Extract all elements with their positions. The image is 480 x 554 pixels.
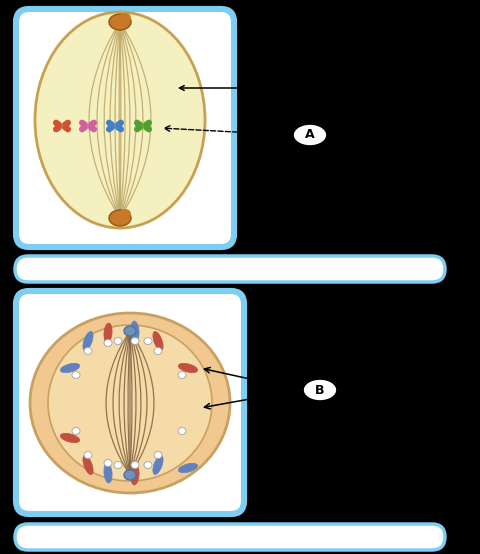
Text: B: B [315, 383, 325, 397]
Text: Spindle fibres: Spindle fibres [180, 81, 378, 95]
FancyBboxPatch shape [15, 8, 235, 248]
Ellipse shape [144, 337, 152, 345]
Ellipse shape [114, 461, 122, 469]
Ellipse shape [30, 313, 230, 493]
Ellipse shape [72, 428, 80, 434]
Ellipse shape [131, 465, 139, 485]
Ellipse shape [178, 428, 186, 434]
FancyBboxPatch shape [18, 11, 232, 245]
Ellipse shape [119, 13, 131, 23]
Ellipse shape [83, 455, 93, 474]
Ellipse shape [48, 325, 212, 481]
Ellipse shape [131, 321, 139, 341]
Ellipse shape [104, 463, 112, 483]
Ellipse shape [153, 331, 163, 351]
Ellipse shape [131, 461, 139, 469]
Ellipse shape [104, 323, 112, 343]
Ellipse shape [154, 347, 162, 355]
Ellipse shape [124, 326, 136, 336]
FancyBboxPatch shape [15, 256, 445, 282]
Ellipse shape [293, 124, 327, 146]
Ellipse shape [124, 470, 136, 480]
Ellipse shape [83, 331, 93, 351]
Ellipse shape [178, 372, 186, 378]
Ellipse shape [104, 459, 112, 466]
Ellipse shape [131, 337, 139, 345]
Ellipse shape [60, 363, 80, 373]
Ellipse shape [154, 452, 162, 459]
Ellipse shape [178, 463, 198, 473]
Ellipse shape [109, 14, 131, 30]
Text: A: A [305, 129, 315, 141]
Ellipse shape [119, 209, 131, 219]
Ellipse shape [72, 372, 80, 378]
FancyBboxPatch shape [15, 524, 445, 550]
Ellipse shape [60, 433, 80, 443]
Ellipse shape [114, 337, 122, 345]
Ellipse shape [144, 461, 152, 469]
FancyBboxPatch shape [18, 293, 242, 512]
Ellipse shape [178, 363, 198, 373]
Ellipse shape [109, 210, 131, 226]
Ellipse shape [303, 379, 337, 401]
Ellipse shape [84, 452, 92, 459]
Ellipse shape [153, 455, 163, 474]
Ellipse shape [104, 340, 112, 346]
Ellipse shape [84, 347, 92, 355]
FancyBboxPatch shape [15, 290, 245, 515]
Ellipse shape [35, 12, 205, 228]
